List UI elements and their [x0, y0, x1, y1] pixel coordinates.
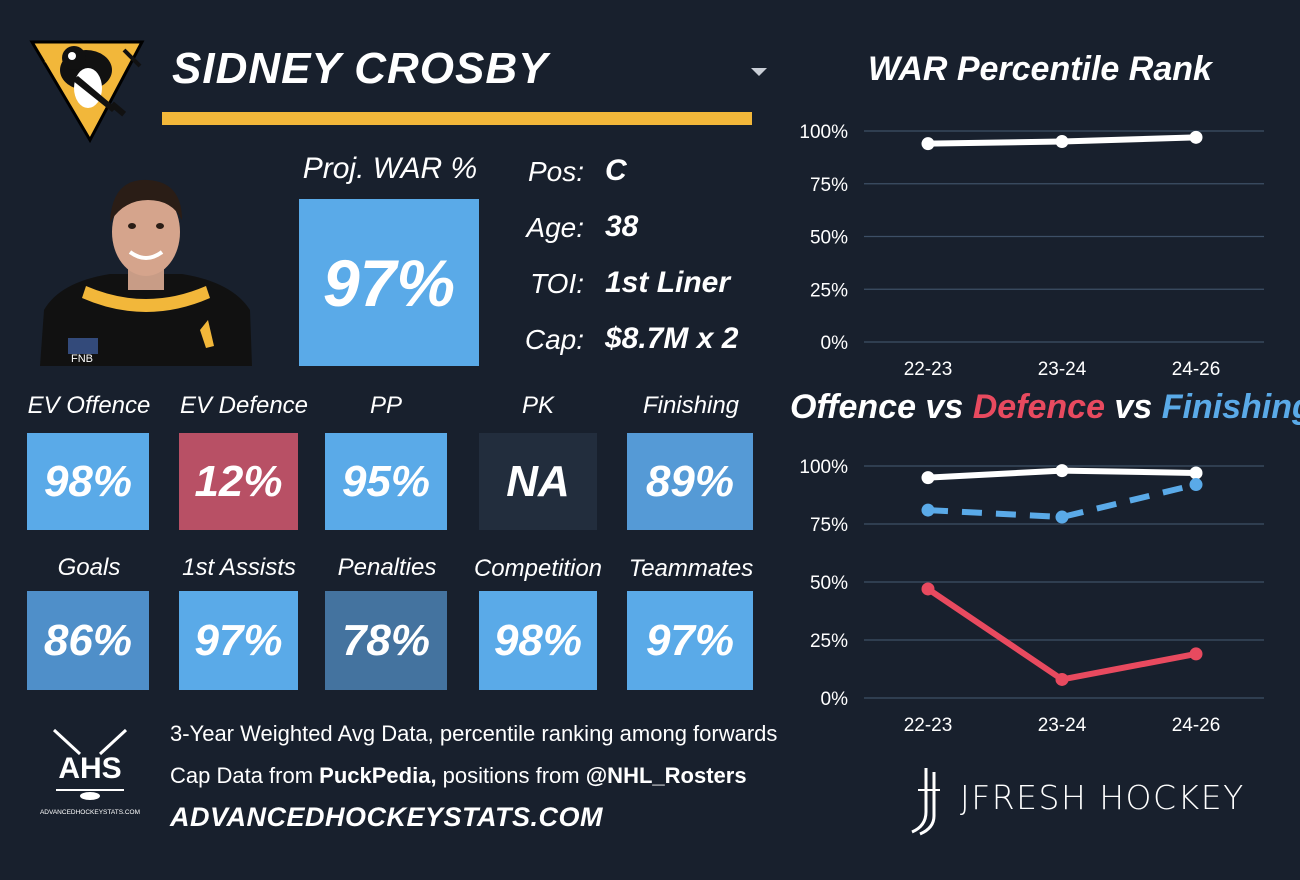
jfresh-brand: JFRESH HOCKEY	[904, 766, 1294, 836]
cap-label: Cap:	[524, 324, 584, 355]
x-tick-label: 23-24	[1038, 715, 1087, 736]
ahs-logo: AHS ADVANCEDHOCKEYSTATS.COM	[40, 728, 140, 816]
y-tick-label: 100%	[799, 457, 848, 478]
series-line-2	[927, 481, 1197, 521]
site-link[interactable]: ADVANCEDHOCKEYSTATS.COM	[170, 802, 604, 832]
footnote-sources: Cap Data from PuckPedia, positions from …	[170, 763, 747, 789]
goals-tile: 86%	[27, 591, 149, 690]
chart2-title-offence: Offence	[790, 388, 916, 426]
nhl-rosters-link[interactable]: @NHL_Rosters	[585, 763, 747, 788]
data-point	[1189, 466, 1203, 480]
teammates-label: Teammates	[628, 555, 754, 582]
penalties-tile: 78%	[325, 591, 447, 690]
ahs-logo-subtext: ADVANCEDHOCKEYSTATS.COM	[40, 809, 140, 816]
ahs-logo-text: AHS	[58, 752, 121, 785]
position-label: Pos:	[527, 156, 584, 187]
ev-offence-label: EV Offence	[27, 392, 151, 419]
pp-tile: 95%	[325, 433, 447, 530]
y-tick-label: 75%	[810, 175, 848, 196]
cap-value: $8.7M x 2	[605, 322, 739, 355]
y-tick-label: 0%	[821, 689, 849, 710]
footnote-prefix: Cap Data from	[170, 763, 320, 788]
toi-value: 1st Liner	[605, 266, 731, 299]
data-point	[1189, 478, 1203, 492]
svg-text:FNB: FNB	[71, 353, 93, 365]
y-tick-label: 0%	[821, 333, 849, 354]
y-tick-label: 25%	[810, 631, 848, 652]
data-point	[921, 582, 935, 596]
pk-tile: NA	[479, 433, 597, 530]
pp-label: PP	[369, 392, 402, 419]
data-point	[1055, 672, 1069, 686]
brand-name: JFRESH HOCKEY	[960, 778, 1245, 817]
chart2-title: Offence vs Defence vs Finishing	[790, 388, 1300, 427]
goals-label: Goals	[57, 554, 121, 581]
puckpedia-link[interactable]: PuckPedia,	[319, 763, 437, 788]
age-label: Age:	[526, 212, 584, 243]
competition-tile: 98%	[479, 591, 597, 690]
teammates-tile: 97%	[627, 591, 753, 690]
chart2-title-vs2: vs	[1104, 388, 1162, 426]
first-assists-label: 1st Assists	[182, 554, 296, 581]
y-tick-label: 50%	[810, 228, 848, 249]
y-tick-label: 50%	[810, 573, 848, 594]
chart2-title-vs1: vs	[915, 388, 973, 426]
x-tick-label: 24-26	[1172, 715, 1221, 736]
chart2-title-finishing: Finishing	[1161, 388, 1300, 426]
y-tick-label: 100%	[799, 122, 848, 143]
ev-defence-label: EV Defence	[179, 392, 309, 419]
x-tick-label: 22-23	[904, 715, 953, 736]
data-point	[1055, 135, 1069, 149]
finishing-tile: 89%	[627, 433, 753, 530]
penalties-label: Penalties	[337, 554, 437, 581]
y-tick-label: 75%	[810, 515, 848, 536]
first-assists-tile: 97%	[179, 591, 298, 690]
footnote-mid: positions from	[436, 763, 586, 788]
penguins-logo	[29, 40, 145, 144]
player-photo: FNB	[40, 179, 252, 366]
data-point	[1189, 647, 1203, 661]
proj-war-label: Proj. WAR %	[302, 152, 478, 185]
chart1-title: WAR Percentile Rank	[868, 50, 1212, 88]
player-name: SIDNEY CROSBY	[172, 44, 549, 93]
data-point	[921, 471, 935, 485]
ev-offence-tile: 98%	[27, 433, 149, 530]
pk-label: PK	[521, 392, 554, 419]
data-point	[921, 503, 935, 517]
data-point	[921, 137, 935, 151]
ev-defence-tile: 12%	[179, 433, 298, 530]
position-value: C	[605, 154, 627, 187]
x-tick-label: 23-24	[1038, 359, 1087, 380]
offence-defence-finishing-chart: 0% 25% 50% 75% 100% 22-23 23-24 24-26	[799, 457, 1264, 736]
y-tick-label: 25%	[810, 280, 848, 301]
hockey-stick-icon	[911, 768, 940, 836]
name-underline-bar	[162, 112, 752, 125]
data-point	[1055, 464, 1069, 478]
player-dropdown-icon[interactable]	[748, 66, 770, 78]
war-percentile-chart: 0% 25% 50% 75% 100% 22-23 23-24 24-26	[799, 122, 1264, 380]
toi-label: TOI:	[530, 268, 584, 299]
x-tick-label: 24-26	[1172, 359, 1221, 380]
x-tick-label: 22-23	[904, 359, 953, 380]
data-point	[1055, 510, 1069, 524]
series-line-1	[925, 585, 1199, 683]
footnote-methodology: 3-Year Weighted Avg Data, percentile ran…	[170, 721, 778, 746]
competition-label: Competition	[473, 555, 603, 582]
proj-war-value: 97%	[299, 199, 479, 366]
age-value: 38	[605, 210, 639, 243]
chart2-title-defence: Defence	[972, 388, 1105, 426]
data-point	[1189, 130, 1203, 144]
finishing-label: Finishing	[642, 392, 740, 419]
